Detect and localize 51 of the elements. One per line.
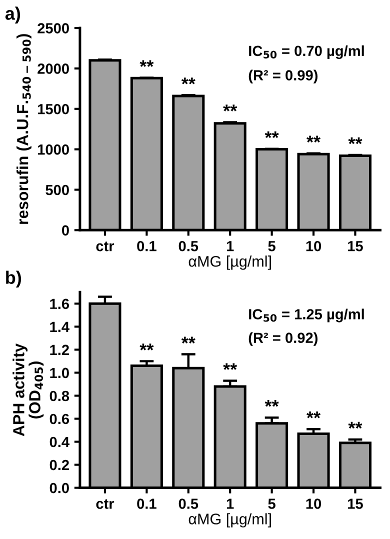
annotation: ** xyxy=(264,131,279,138)
y-axis-title: resorufin (A.U.F.$_{540−590}$) xyxy=(16,34,32,224)
y-tick-label: 1.6 xyxy=(50,298,70,310)
x-tick-label: 0.5 xyxy=(178,240,198,252)
y-tick-label: 0.8 xyxy=(50,390,70,402)
x-tick-label: 0.1 xyxy=(137,240,156,252)
y-tick-label: 1.4 xyxy=(50,322,70,332)
y-tick-label: 1000 xyxy=(38,144,69,155)
y-tick-label: 0 xyxy=(62,225,69,236)
annotation: ** xyxy=(140,60,154,67)
y-tick-label: 1500 xyxy=(38,104,69,114)
y-tick-label: 0.2 xyxy=(50,460,69,470)
annotation: ** xyxy=(181,78,196,84)
annotation: ** xyxy=(306,136,321,143)
annotation: ** xyxy=(223,104,238,112)
annotation: ** xyxy=(348,422,362,429)
y-tick-label: 2500 xyxy=(38,23,69,34)
x-tick-label: 0.5 xyxy=(178,498,198,509)
annotation: ** xyxy=(140,344,154,350)
annotation: ** xyxy=(181,336,196,344)
annotation: ** xyxy=(264,400,279,407)
x-tick-label: ctr xyxy=(96,499,114,509)
x-tick-label: ctr xyxy=(96,242,114,252)
annotation: (R² = 0.99) xyxy=(248,70,318,84)
chart-title: b) xyxy=(6,270,22,288)
y-tick-label: 1.0 xyxy=(50,368,69,378)
y-axis-title: APH activity (OD$_{405}$) xyxy=(12,343,44,436)
x-tick-label: 1 xyxy=(226,498,234,509)
y-tick-label: 0.6 xyxy=(50,414,70,424)
x-tick-label: 0.1 xyxy=(137,498,156,509)
annotation: ** xyxy=(306,412,321,418)
x-tick-label: 5 xyxy=(268,241,276,252)
annotation: (R² = 0.92) xyxy=(248,332,318,346)
annotation: IC$_{50}$ = 0.70 µg/ml xyxy=(249,45,364,60)
x-axis-title: αMG [µg/ml] xyxy=(188,256,271,270)
y-tick-label: 0.4 xyxy=(50,436,70,448)
x-tick-label: 15 xyxy=(348,498,363,509)
annotation: ** xyxy=(348,137,362,144)
x-tick-label: 1 xyxy=(226,241,234,252)
annotation: ** xyxy=(223,363,238,370)
x-axis-title: αMG [µg/ml] xyxy=(188,513,271,528)
y-tick-label: 0.0 xyxy=(50,482,69,494)
x-tick-label: 10 xyxy=(306,498,322,509)
x-tick-label: 10 xyxy=(306,240,322,252)
chart-title: a) xyxy=(5,6,20,24)
y-tick-label: 2000 xyxy=(38,64,69,74)
x-tick-label: 15 xyxy=(348,241,363,252)
annotation: IC$_{50}$ = 1.25 µg/ml xyxy=(249,308,364,322)
y-tick-label: 1.2 xyxy=(50,344,69,355)
x-tick-label: 5 xyxy=(268,498,276,509)
y-tick-label: 500 xyxy=(46,184,69,196)
